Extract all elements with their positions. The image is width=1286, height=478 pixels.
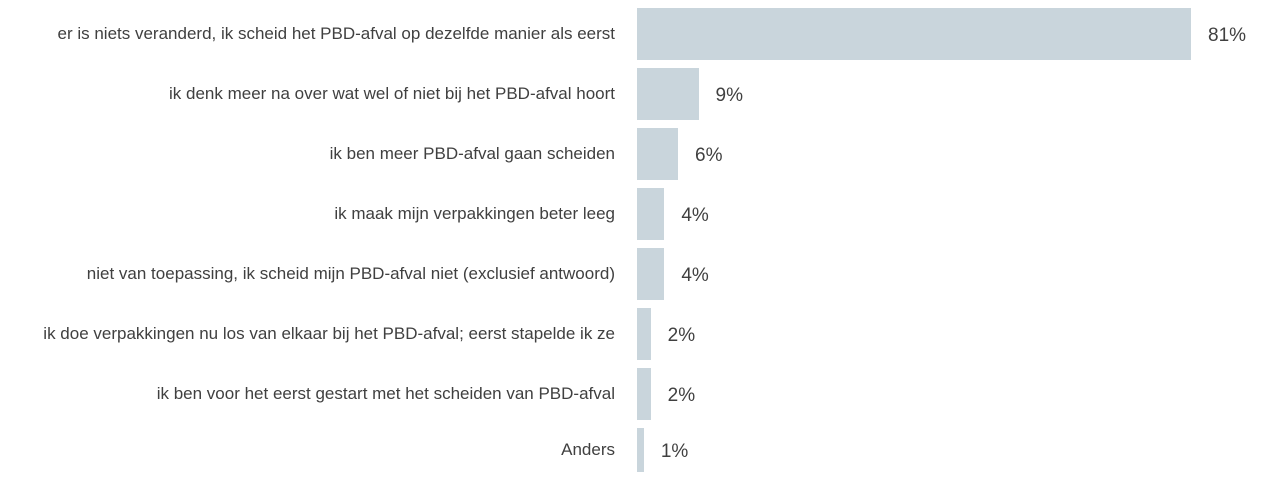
value-label: 6% (695, 145, 723, 166)
value-label: 2% (667, 325, 696, 346)
value-label: 4% (681, 265, 709, 286)
category-label: ik doe verpakkingen nu los van elkaar bi… (5, 306, 615, 362)
value-label: 9% (715, 85, 744, 106)
category-label: er is niets veranderd, ik scheid het PBD… (5, 6, 616, 62)
bar (637, 68, 699, 120)
category-text: ik denk meer na over wat wel of niet bij… (169, 84, 615, 103)
bar (637, 8, 1191, 60)
category-text: Anders (561, 440, 615, 459)
value-label: 4% (681, 205, 709, 226)
bar (637, 248, 665, 300)
category-text: niet van toepassing, ik scheid mijn PBD-… (86, 264, 615, 283)
category-text: er is niets veranderd, ik scheid het PBD… (57, 24, 616, 43)
bar (637, 128, 679, 180)
value-label: 1% (660, 441, 689, 462)
bar (637, 308, 651, 360)
bar (637, 368, 651, 420)
category-label: ik ben meer PBD-afval gaan scheiden (5, 126, 615, 182)
value-label: 81% (1208, 25, 1247, 46)
category-text: ik maak mijn verpakkingen beter leeg (334, 204, 615, 223)
category-text: ik doe verpakkingen nu los van elkaar bi… (43, 324, 615, 343)
bar (637, 188, 665, 240)
bar (637, 428, 644, 472)
category-text: ik ben voor het eerst gestart met het sc… (156, 384, 615, 403)
category-label: ik ben voor het eerst gestart met het sc… (5, 366, 615, 422)
category-label: ik maak mijn verpakkingen beter leeg (5, 186, 615, 242)
value-label: 2% (667, 385, 696, 406)
category-label: ik denk meer na over wat wel of niet bij… (5, 66, 615, 122)
category-text: ik ben meer PBD-afval gaan scheiden (329, 144, 615, 163)
category-label: Anders (5, 422, 615, 478)
category-label: niet van toepassing, ik scheid mijn PBD-… (5, 246, 615, 302)
